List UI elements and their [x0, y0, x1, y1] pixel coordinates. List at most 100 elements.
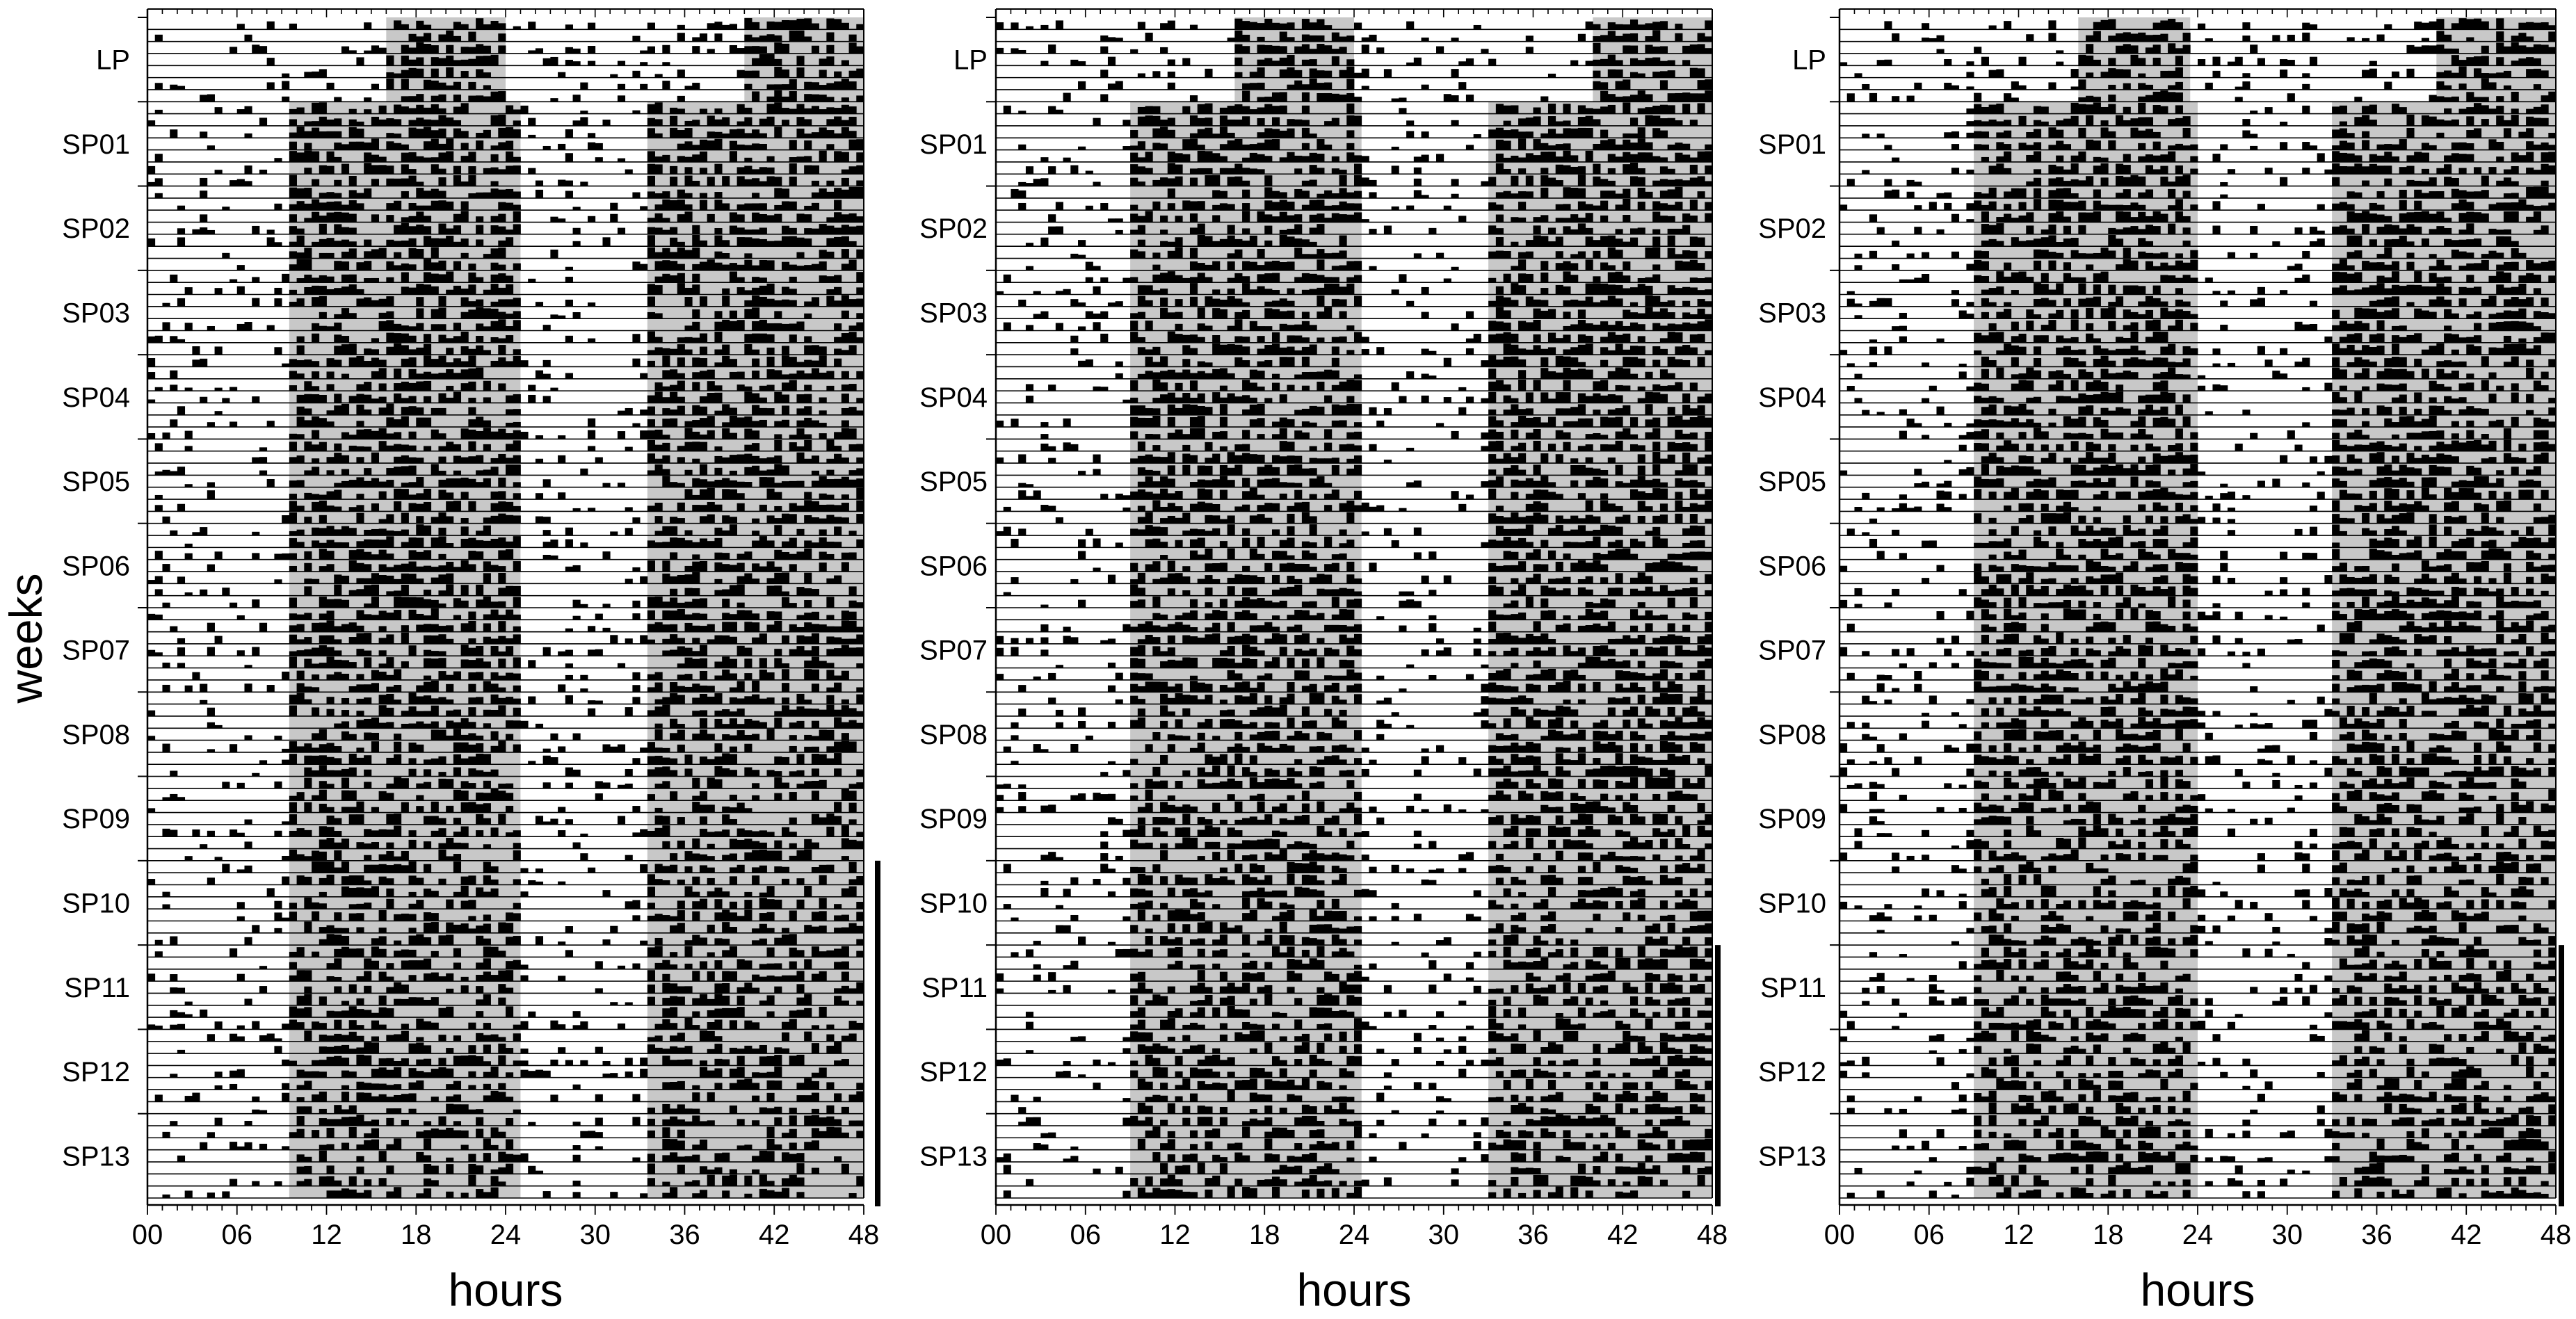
- activity-bar: [490, 21, 499, 30]
- activity-bar: [654, 962, 663, 969]
- activity-bar: [789, 843, 797, 849]
- activity-bar: [1324, 70, 1333, 78]
- activity-bar: [401, 585, 409, 596]
- activity-bar: [774, 241, 782, 247]
- activity-bar: [781, 286, 790, 295]
- activity-bar: [312, 444, 320, 451]
- activity-bar: [550, 757, 558, 765]
- activity-bar: [430, 658, 439, 668]
- activity-bar: [282, 81, 290, 90]
- activity-bar: [729, 853, 738, 861]
- activity-bar: [736, 417, 745, 428]
- activity-bar: [1354, 72, 1362, 78]
- activity-bar: [1659, 191, 1668, 198]
- activity-bar: [796, 1054, 805, 1066]
- activity-bar: [394, 200, 402, 211]
- activity-bar: [378, 383, 387, 391]
- activity-bar: [826, 107, 835, 114]
- activity-bar: [692, 1025, 700, 1030]
- activity-bar: [774, 711, 782, 716]
- activity-bar: [819, 372, 827, 379]
- activity-bar: [744, 253, 752, 259]
- activity-bar: [811, 345, 820, 355]
- activity-bar: [588, 133, 596, 138]
- activity-bar: [378, 481, 387, 487]
- activity-bar: [699, 406, 708, 415]
- activity-bar: [341, 1044, 350, 1054]
- activity-bar: [752, 129, 760, 138]
- activity-bar: [1623, 188, 1631, 198]
- activity-bar: [348, 1006, 357, 1018]
- activity-bar: [736, 493, 745, 500]
- activity-bar: [356, 203, 364, 211]
- activity-bar: [714, 1083, 723, 1090]
- activity-bar: [476, 1128, 484, 1138]
- activity-bar: [558, 435, 566, 439]
- activity-bar: [498, 45, 506, 54]
- activity-bar: [252, 396, 260, 403]
- activity-bar: [1705, 213, 1713, 222]
- activity-bar: [819, 754, 827, 765]
- activity-bar: [513, 224, 521, 234]
- activity-bar: [446, 1006, 454, 1018]
- activity-bar: [334, 976, 342, 982]
- activity-bar: [722, 922, 730, 933]
- activity-bar: [341, 673, 350, 680]
- activity-bar: [1294, 119, 1303, 126]
- activity-bar: [1577, 117, 1586, 126]
- activity-bar: [535, 458, 544, 464]
- activity-bar: [834, 626, 842, 632]
- activity-bar: [326, 410, 335, 415]
- activity-bar: [1324, 25, 1333, 30]
- activity-bar: [1525, 240, 1533, 247]
- activity-bar: [476, 336, 484, 343]
- activity-bar: [468, 355, 476, 367]
- activity-bar: [647, 505, 655, 512]
- activity-bar: [438, 626, 446, 632]
- activity-bar: [804, 165, 812, 175]
- activity-bar: [513, 349, 521, 355]
- activity-bar: [423, 973, 432, 982]
- activity-bar: [446, 271, 454, 283]
- activity-bar: [289, 830, 297, 837]
- activity-bar: [677, 33, 685, 42]
- activity-bar: [729, 927, 738, 933]
- activity-bar: [490, 769, 499, 777]
- activity-bar: [1167, 151, 1175, 162]
- activity-bar: [1518, 191, 1527, 198]
- activity-bar: [722, 669, 730, 680]
- activity-bar: [699, 865, 708, 873]
- activity-bar: [632, 900, 641, 909]
- activity-bar: [1130, 164, 1138, 175]
- activity-bar: [1555, 156, 1563, 162]
- activity-bar: [1518, 202, 1527, 211]
- activity-bar: [282, 1083, 290, 1090]
- activity-bar: [1264, 44, 1273, 54]
- activity-bar: [476, 735, 484, 741]
- activity-bar: [759, 1174, 767, 1186]
- activity-bar: [468, 722, 476, 729]
- activity-bar: [781, 827, 790, 837]
- activity-bar: [826, 746, 835, 752]
- activity-bar: [304, 1030, 312, 1042]
- activity-bar: [1615, 24, 1623, 30]
- activity-bar: [654, 458, 663, 464]
- activity-bar: [1600, 200, 1609, 211]
- activity-bar: [214, 170, 223, 175]
- activity-bar: [602, 551, 611, 560]
- activity-bar: [647, 769, 655, 777]
- activity-bar: [513, 211, 521, 222]
- activity-bar: [736, 227, 745, 234]
- activity-bar: [699, 505, 708, 512]
- activity-bar: [498, 213, 506, 222]
- activity-bar: [789, 1174, 797, 1186]
- activity-bar: [789, 20, 797, 30]
- activity-bar: [1697, 176, 1705, 186]
- activity-bar: [334, 912, 342, 921]
- activity-bar: [386, 133, 394, 138]
- activity-bar: [736, 1145, 745, 1150]
- activity-bar: [781, 481, 790, 487]
- activity-bar: [781, 84, 790, 90]
- activity-bar: [826, 44, 835, 54]
- activity-bar: [707, 843, 715, 849]
